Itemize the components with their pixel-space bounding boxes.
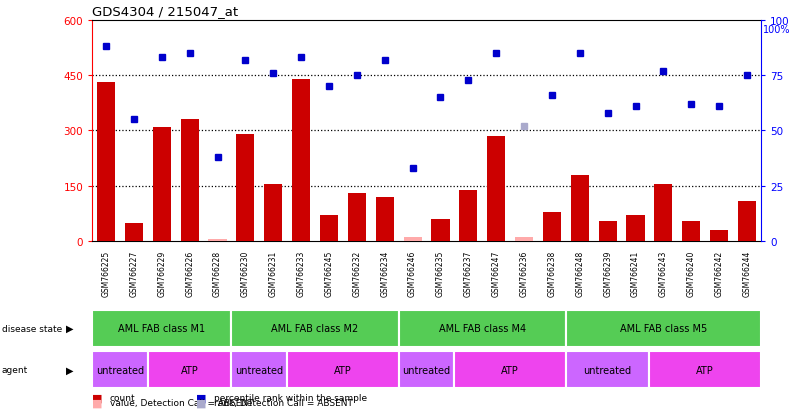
Bar [125, 223, 143, 242]
Text: ATP: ATP [334, 365, 352, 375]
Text: GSM766235: GSM766235 [436, 250, 445, 297]
Text: GDS4304 / 215047_at: GDS4304 / 215047_at [92, 5, 238, 18]
Text: GSM766228: GSM766228 [213, 251, 222, 297]
Text: GSM766227: GSM766227 [130, 251, 139, 297]
Bar [487, 137, 505, 242]
Bar [404, 238, 421, 242]
Text: GSM766232: GSM766232 [352, 251, 361, 297]
Bar [148, 351, 231, 388]
Bar [710, 230, 728, 242]
Text: ▶: ▶ [66, 365, 74, 375]
Text: rank, Detection Call = ABSENT: rank, Detection Call = ABSENT [214, 398, 352, 407]
Bar [153, 128, 171, 242]
Text: ■: ■ [92, 392, 103, 402]
Text: untreated: untreated [96, 365, 144, 375]
Text: GSM766234: GSM766234 [380, 250, 389, 297]
Text: AML FAB class M4: AML FAB class M4 [439, 323, 525, 333]
Text: GSM766245: GSM766245 [324, 250, 333, 297]
Bar [288, 351, 399, 388]
Text: GSM766229: GSM766229 [157, 251, 167, 297]
Text: disease state: disease state [2, 324, 62, 333]
Bar [231, 310, 399, 347]
Bar [515, 238, 533, 242]
Text: GSM766240: GSM766240 [686, 250, 696, 297]
Text: GSM766238: GSM766238 [547, 251, 557, 297]
Text: AML FAB class M5: AML FAB class M5 [620, 323, 707, 333]
Text: GSM766226: GSM766226 [185, 251, 194, 297]
Text: GSM766239: GSM766239 [603, 250, 612, 297]
Text: GSM766244: GSM766244 [743, 250, 751, 297]
Text: GSM766231: GSM766231 [269, 251, 278, 297]
Bar [208, 240, 227, 242]
Text: 100%: 100% [763, 25, 790, 35]
Text: ■: ■ [196, 392, 207, 402]
Text: untreated: untreated [584, 365, 632, 375]
Bar [454, 351, 566, 388]
Text: ▶: ▶ [66, 323, 74, 333]
Text: ■: ■ [92, 398, 103, 408]
Bar [97, 83, 115, 242]
Bar [231, 351, 288, 388]
Text: GSM766241: GSM766241 [631, 251, 640, 297]
Bar [682, 221, 700, 242]
Bar [543, 212, 561, 242]
Text: untreated: untreated [402, 365, 451, 375]
Text: GSM766248: GSM766248 [575, 251, 584, 297]
Text: AML FAB class M1: AML FAB class M1 [119, 323, 205, 333]
Bar [320, 216, 338, 242]
Bar [650, 351, 761, 388]
Text: value, Detection Call = ABSENT: value, Detection Call = ABSENT [110, 398, 253, 407]
Bar [348, 194, 366, 242]
Bar [236, 135, 255, 242]
Bar [738, 201, 756, 242]
Text: agent: agent [2, 365, 28, 374]
Text: count: count [110, 393, 135, 402]
Bar [180, 120, 199, 242]
Bar [92, 351, 148, 388]
Bar [459, 190, 477, 242]
Text: GSM766246: GSM766246 [408, 250, 417, 297]
Bar [264, 185, 282, 242]
Text: untreated: untreated [235, 365, 284, 375]
Text: ATP: ATP [501, 365, 519, 375]
Text: AML FAB class M2: AML FAB class M2 [272, 323, 359, 333]
Text: GSM766247: GSM766247 [492, 250, 501, 297]
Text: GSM766242: GSM766242 [714, 251, 723, 297]
Text: percentile rank within the sample: percentile rank within the sample [214, 393, 367, 402]
Bar [598, 221, 617, 242]
Bar [571, 175, 589, 242]
Text: GSM766237: GSM766237 [464, 250, 473, 297]
Bar [92, 310, 231, 347]
Bar [292, 80, 310, 242]
Text: GSM766236: GSM766236 [520, 250, 529, 297]
Text: ■: ■ [196, 398, 207, 408]
Bar [654, 185, 673, 242]
Bar [566, 351, 650, 388]
Text: GSM766225: GSM766225 [102, 251, 111, 297]
Bar [376, 197, 394, 242]
Text: ATP: ATP [181, 365, 199, 375]
Bar [626, 216, 645, 242]
Text: GSM766233: GSM766233 [296, 250, 306, 297]
Bar [566, 310, 761, 347]
Text: GSM766243: GSM766243 [659, 250, 668, 297]
Bar [399, 310, 566, 347]
Bar [399, 351, 454, 388]
Text: ATP: ATP [696, 365, 714, 375]
Bar [432, 220, 449, 242]
Text: GSM766230: GSM766230 [241, 250, 250, 297]
